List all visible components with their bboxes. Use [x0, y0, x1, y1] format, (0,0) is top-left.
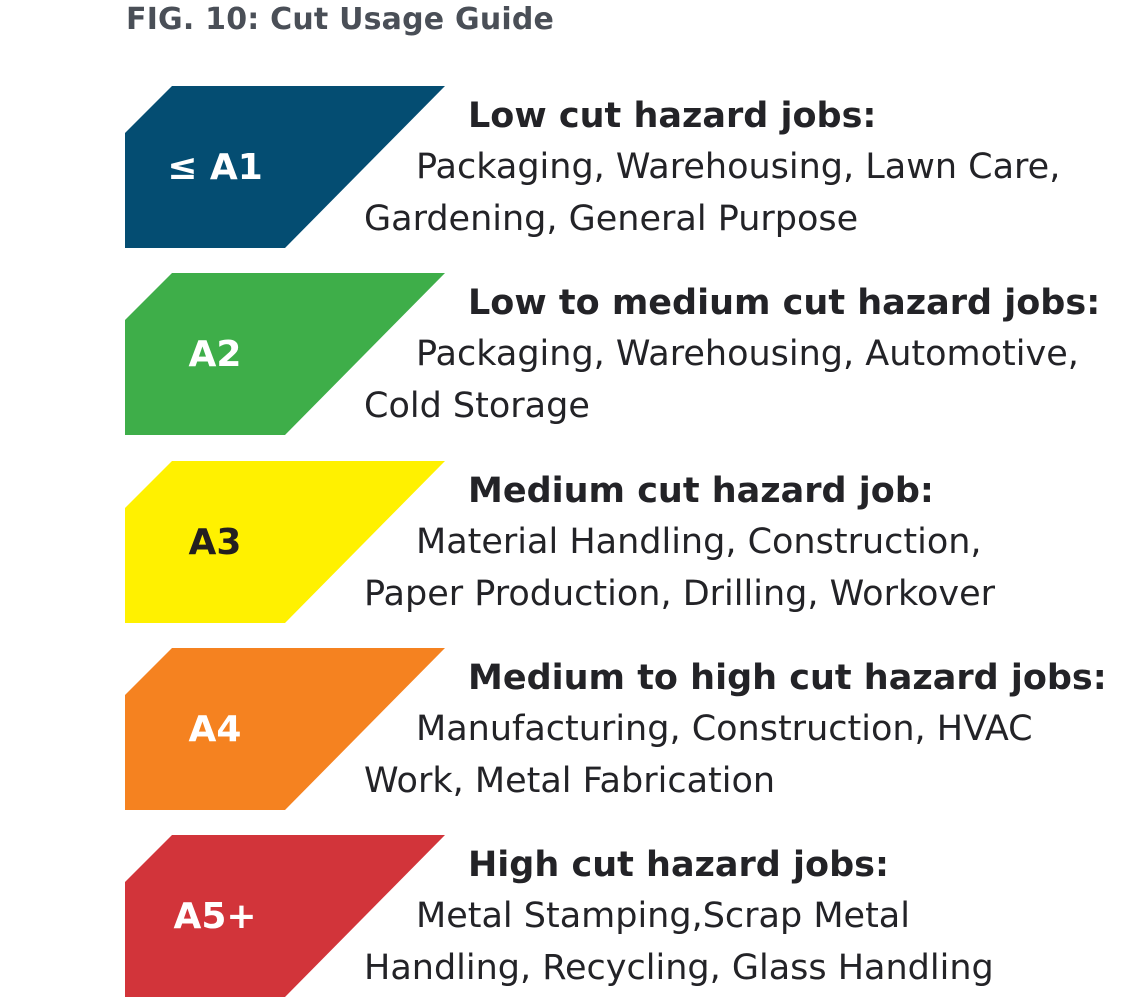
cut-level-badge: A4	[125, 648, 445, 810]
job-list-line-1: Manufacturing, Construction, HVAC	[416, 709, 1033, 749]
job-list-line-1: Metal Stamping,Scrap Metal	[416, 896, 910, 936]
figure-title: FIG. 10: Cut Usage Guide	[126, 2, 555, 37]
cut-level-row-a4: A4 Medium to high cut hazard jobs: Manuf…	[0, 648, 1141, 811]
cut-level-badge: A3	[125, 461, 445, 623]
hazard-heading: High cut hazard jobs:	[468, 845, 889, 885]
cut-level-row-a1: ≤ A1 Low cut hazard jobs: Packaging, War…	[0, 86, 1141, 249]
cut-level-badge: A5+	[125, 835, 445, 997]
job-list-line-1: Packaging, Warehousing, Lawn Care,	[416, 147, 1061, 187]
job-list-line-1: Packaging, Warehousing, Automotive,	[416, 334, 1079, 374]
job-list-line-1: Material Handling, Construction,	[416, 522, 982, 562]
cut-level-label: A3	[188, 522, 242, 563]
cut-level-row-a3: A3 Medium cut hazard job: Material Handl…	[0, 461, 1141, 624]
badge-shape	[125, 648, 445, 810]
cut-level-label: A4	[188, 709, 242, 750]
job-list-line-2: Handling, Recycling, Glass Handling	[364, 948, 994, 988]
job-list-line-2: Cold Storage	[364, 386, 590, 426]
cut-level-row-a5: A5+ High cut hazard jobs: Metal Stamping…	[0, 835, 1141, 998]
hazard-heading: Low to medium cut hazard jobs:	[468, 283, 1101, 323]
cut-level-label: A5+	[173, 896, 257, 937]
badge-shape	[125, 835, 445, 997]
job-list-line-2: Gardening, General Purpose	[364, 199, 859, 239]
badge-shape	[125, 461, 445, 623]
cut-level-badge: A2	[125, 273, 445, 435]
cut-level-label: A2	[188, 334, 242, 375]
cut-level-row-a2: A2 Low to medium cut hazard jobs: Packag…	[0, 273, 1141, 436]
hazard-heading: Medium cut hazard job:	[468, 471, 934, 511]
badge-shape	[125, 86, 445, 248]
cut-level-label: ≤ A1	[167, 147, 263, 188]
badge-shape	[125, 273, 445, 435]
job-list-line-2: Work, Metal Fabrication	[364, 761, 776, 801]
job-list-line-2: Paper Production, Drilling, Workover	[364, 574, 996, 614]
hazard-heading: Low cut hazard jobs:	[468, 96, 877, 136]
hazard-heading: Medium to high cut hazard jobs:	[468, 658, 1107, 698]
cut-level-badge: ≤ A1	[125, 86, 445, 248]
